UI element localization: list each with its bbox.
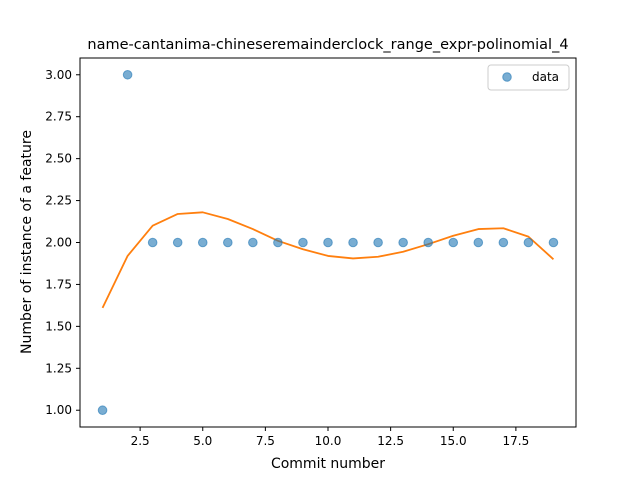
x-tick-label: 15.0: [440, 434, 467, 448]
x-tick-label: 17.5: [503, 434, 530, 448]
y-tick-label: 3.00: [45, 68, 72, 82]
plot-area: 2.5 5.0 7.5 10.0 12.5 15.0 17.5 1.00 1.25 1.50 1.7…: [45, 57, 577, 448]
chart-title: name-cantanima-chineseremainderclock_ran…: [87, 37, 568, 53]
data-point: [248, 237, 258, 248]
data-point: [498, 237, 509, 248]
fit-line: [101, 211, 555, 309]
y-tick-label: 1.00: [45, 403, 72, 417]
y-tick-label: 2.25: [45, 194, 72, 208]
data-point: [473, 237, 484, 248]
y-tick-label: 2.00: [45, 236, 72, 250]
data-point: [548, 237, 559, 248]
data-point: [298, 237, 308, 248]
data-point: [523, 237, 534, 248]
data-point: [423, 237, 434, 248]
data-point: [97, 405, 108, 416]
y-tick-label: 1.25: [45, 361, 72, 375]
data-point: [348, 237, 358, 248]
data-point: [197, 237, 208, 248]
y-axis-label: Number of instance of a feature: [19, 130, 35, 354]
y-tick-label: 1.50: [45, 319, 72, 333]
x-tick-label: 12.5: [377, 434, 404, 448]
data-point: [448, 237, 459, 248]
y-tick-label: 1.75: [45, 277, 72, 291]
data-point: [273, 237, 283, 248]
data-point: [122, 69, 133, 80]
x-tick-label: 5.0: [193, 434, 212, 448]
data-point: [398, 237, 408, 248]
data-point: [147, 237, 158, 248]
x-tick-label: 10.0: [315, 434, 342, 448]
x-tick-label: 2.5: [131, 434, 150, 448]
data-point: [223, 237, 233, 248]
legend: data: [487, 64, 570, 91]
y-tick-label: 2.50: [45, 152, 72, 166]
legend-label: data: [532, 70, 559, 84]
x-axis-label: Commit number: [271, 456, 385, 472]
legend-marker: [502, 72, 512, 82]
legend-box: [487, 64, 570, 91]
x-tick-label: 7.5: [256, 434, 275, 448]
data-point: [373, 237, 383, 248]
data-point: [172, 237, 183, 248]
y-tick-label: 2.75: [45, 110, 72, 124]
data-point: [323, 237, 333, 248]
